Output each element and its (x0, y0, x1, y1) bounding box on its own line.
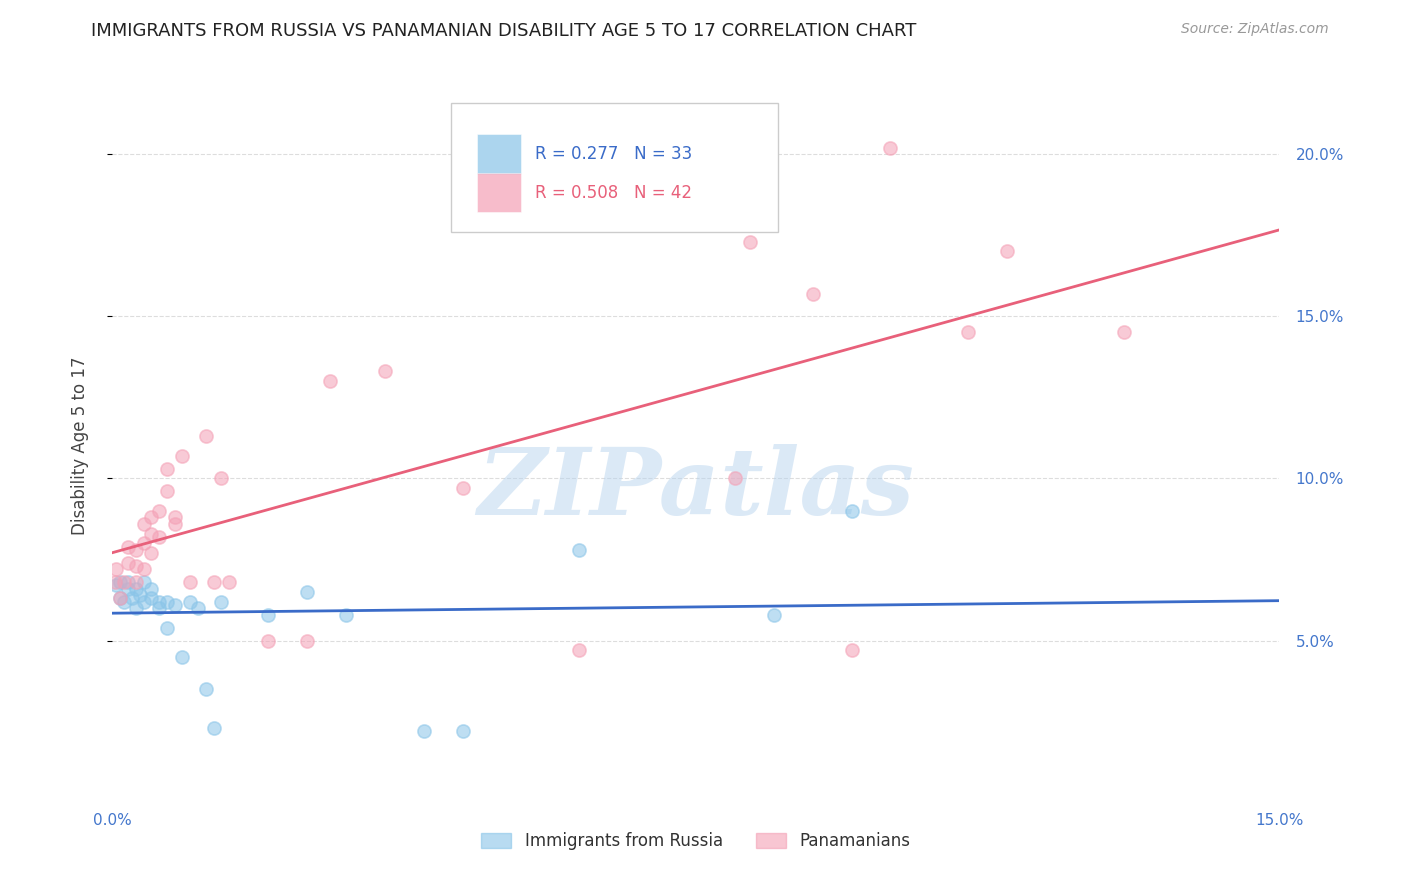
Point (724, 471, 747, 485)
FancyBboxPatch shape (477, 135, 520, 174)
Point (202, 721, 225, 735)
Point (117, 575, 139, 590)
Point (374, 364, 396, 378)
Point (801, 286, 824, 301)
Point (841, 504, 863, 518)
Point (172, 449, 194, 463)
Point (156, 484, 179, 499)
Point (319, 374, 342, 388)
Text: ZIPatlas: ZIPatlas (478, 444, 914, 533)
Point (841, 643, 863, 657)
Point (163, 510, 186, 524)
Point (125, 559, 148, 574)
Point (529, 114, 551, 128)
Point (957, 326, 980, 340)
Text: IMMIGRANTS FROM RUSSIA VS PANAMANIAN DISABILITY AGE 5 TO 17 CORRELATION CHART: IMMIGRANTS FROM RUSSIA VS PANAMANIAN DIS… (91, 22, 917, 40)
Point (995, 244, 1018, 259)
Point (762, 607, 785, 622)
Point (128, 588, 150, 602)
Point (179, 575, 201, 590)
Point (132, 516, 155, 531)
Point (156, 461, 179, 475)
Point (141, 510, 163, 524)
Point (451, 724, 474, 739)
Point (335, 607, 357, 622)
Legend: Immigrants from Russia, Panamanians: Immigrants from Russia, Panamanians (472, 824, 920, 859)
Point (163, 598, 186, 612)
Point (105, 562, 128, 576)
Point (132, 575, 155, 590)
Point (132, 536, 155, 550)
Point (295, 585, 318, 599)
Point (156, 621, 179, 635)
Point (141, 582, 163, 596)
Point (257, 633, 280, 648)
Point (194, 429, 217, 443)
Point (112, 595, 135, 609)
Point (202, 575, 225, 590)
Point (105, 578, 128, 592)
Point (568, 542, 591, 557)
Point (568, 643, 591, 657)
Point (125, 601, 148, 615)
Point (218, 575, 240, 590)
Point (117, 582, 139, 596)
Point (117, 556, 139, 570)
Point (125, 542, 148, 557)
Point (179, 595, 201, 609)
Point (209, 595, 232, 609)
Point (132, 562, 155, 576)
Point (141, 591, 163, 606)
Point (110, 591, 132, 606)
Point (194, 682, 217, 697)
Point (110, 591, 132, 606)
Point (1112, 326, 1135, 340)
Point (112, 575, 135, 590)
Point (209, 471, 232, 485)
Point (187, 601, 209, 615)
Point (125, 575, 148, 590)
Point (141, 546, 163, 560)
Point (148, 504, 170, 518)
Point (257, 607, 280, 622)
Point (740, 235, 762, 249)
Text: R = 0.508   N = 42: R = 0.508 N = 42 (534, 184, 692, 202)
Point (104, 575, 127, 590)
Point (110, 575, 132, 590)
Point (141, 526, 163, 541)
Point (879, 140, 901, 154)
FancyBboxPatch shape (477, 173, 520, 212)
Point (412, 724, 434, 739)
FancyBboxPatch shape (451, 103, 778, 232)
Point (163, 516, 186, 531)
Point (148, 601, 170, 615)
Point (148, 530, 170, 544)
Text: R = 0.277   N = 33: R = 0.277 N = 33 (534, 145, 692, 163)
Point (295, 633, 318, 648)
Point (172, 649, 194, 664)
Point (156, 595, 179, 609)
Y-axis label: Disability Age 5 to 17: Disability Age 5 to 17 (70, 357, 89, 535)
Point (148, 595, 170, 609)
Point (125, 582, 148, 596)
Point (121, 591, 143, 606)
Point (451, 481, 474, 495)
Point (117, 540, 139, 554)
Point (132, 595, 155, 609)
Text: Source: ZipAtlas.com: Source: ZipAtlas.com (1181, 22, 1329, 37)
